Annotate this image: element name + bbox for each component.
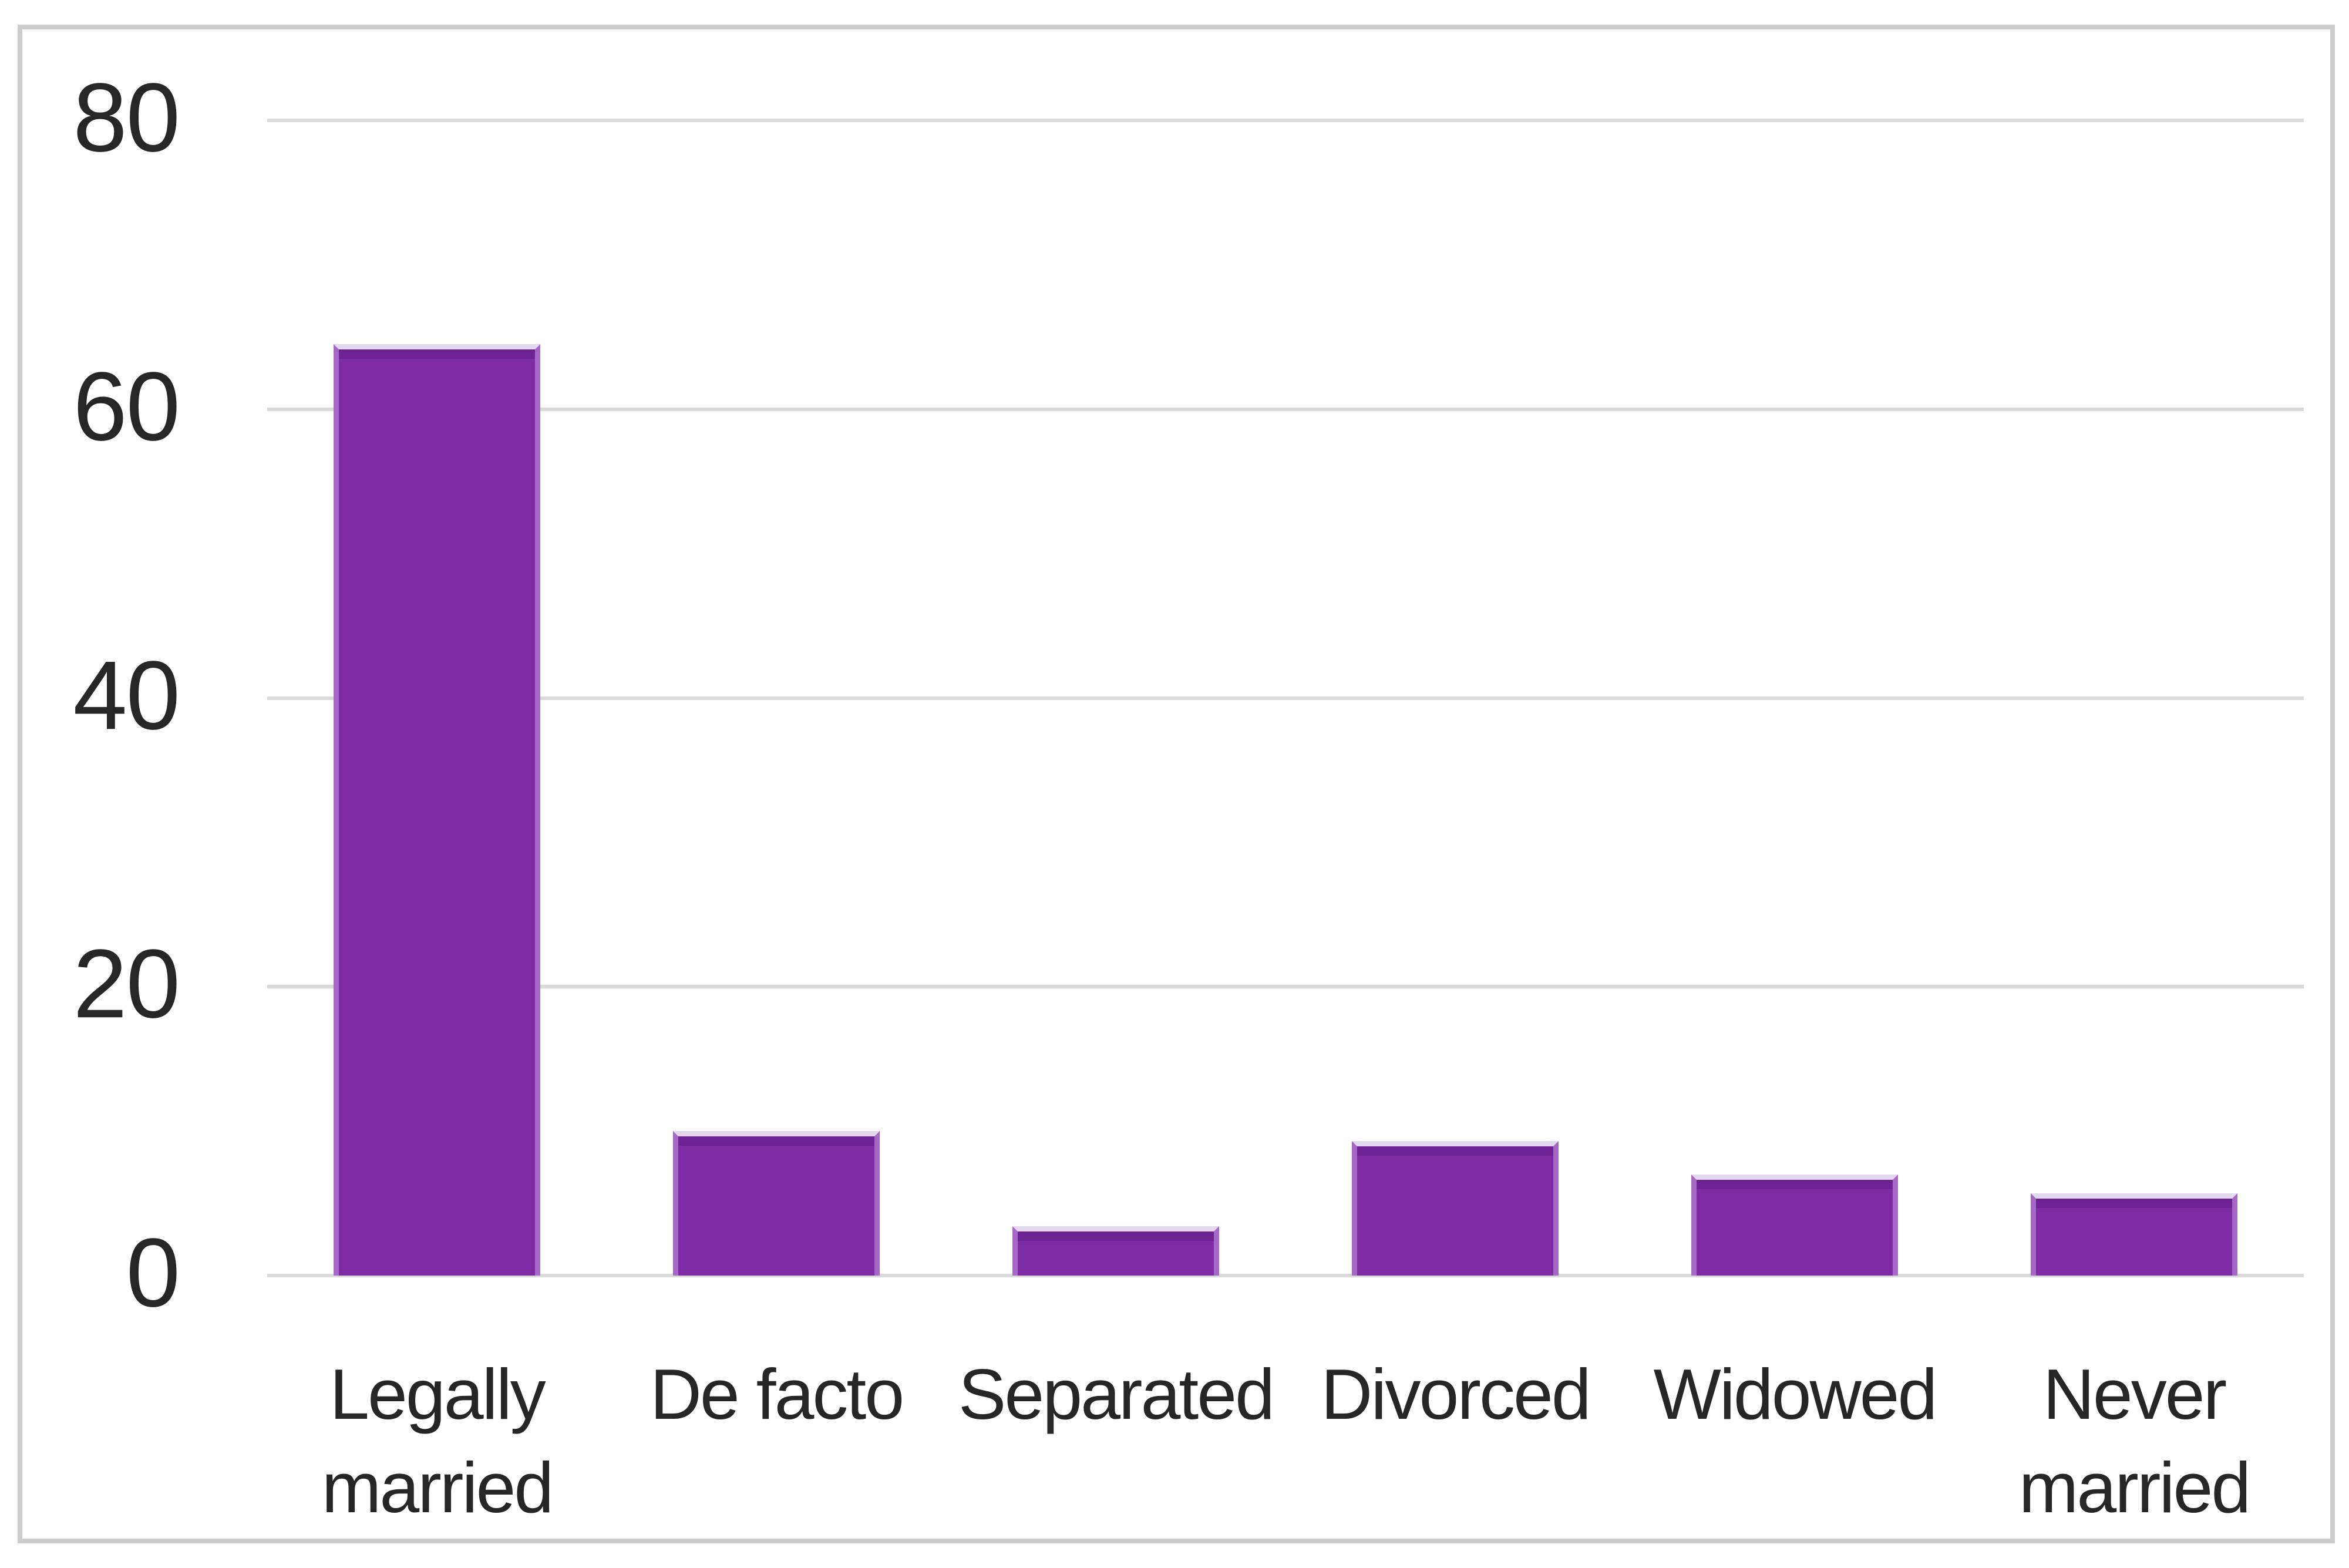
bar-6 (2031, 1193, 2237, 1276)
bar-series (267, 120, 2304, 1276)
bar-4 (1352, 1141, 1559, 1276)
y-tick-label: 0 (126, 1219, 180, 1328)
bar-slot (1625, 120, 1964, 1276)
bar-5 (1691, 1174, 1898, 1276)
bar-slot (1285, 120, 1625, 1276)
y-axis-labels: 0 20 40 60 80 (22, 63, 222, 1327)
y-tick-label: 60 (73, 352, 180, 461)
y-gridline (267, 407, 2304, 411)
bar-slot (267, 120, 607, 1276)
y-tick-label: 20 (73, 930, 180, 1039)
y-gridline (267, 696, 2304, 700)
bar-slot (946, 120, 1285, 1276)
bar-3 (1012, 1226, 1219, 1276)
x-category-label: Widowed (1653, 1354, 1938, 1434)
x-category-label: Legally married (321, 1354, 554, 1527)
x-category-label: Never married (2018, 1354, 2252, 1527)
bar-slot (607, 120, 946, 1276)
y-tick-label: 80 (73, 63, 180, 173)
y-gridline (267, 1274, 2304, 1277)
bar-2 (673, 1131, 880, 1276)
bar-slot (1964, 120, 2304, 1276)
plot-area (267, 119, 2304, 1277)
y-gridline (267, 985, 2304, 989)
x-category-label: Divorced (1321, 1354, 1591, 1434)
x-category-label: De facto (649, 1354, 904, 1434)
x-category-label: Separated (958, 1354, 1275, 1434)
y-gridline (267, 119, 2304, 122)
y-tick-label: 40 (73, 641, 180, 750)
chart-frame: 0 20 40 60 80 Legally married De facto Separat… (18, 25, 2335, 1543)
bar-1 (334, 344, 540, 1276)
x-axis-labels: Legally married De facto Separated Divorced… (267, 1348, 2304, 1534)
